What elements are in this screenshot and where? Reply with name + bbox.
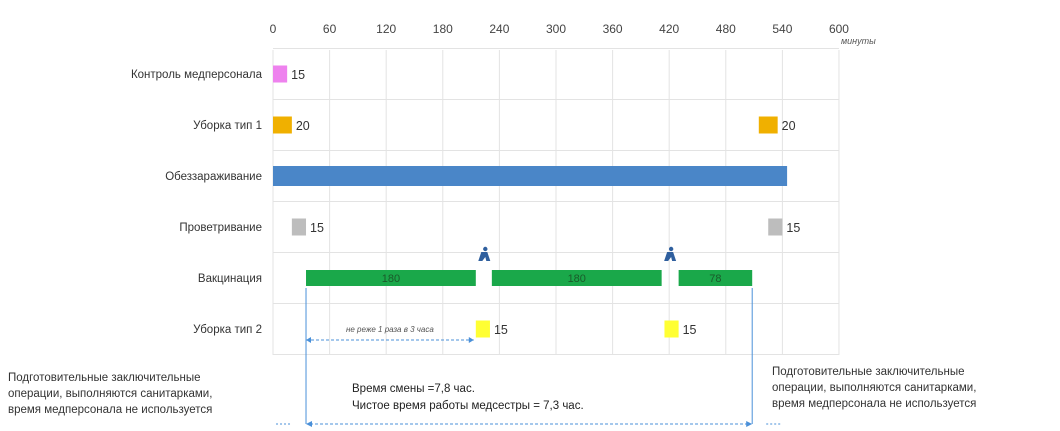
bar-label: 15 xyxy=(291,68,305,82)
x-tick-label: 60 xyxy=(323,22,337,36)
bar xyxy=(678,270,753,286)
row-label: Проветривание xyxy=(179,222,262,234)
net-work-time-text: Чистое время работы медсестры = 7,3 час. xyxy=(352,400,584,412)
bar xyxy=(306,270,476,286)
x-tick-label: 480 xyxy=(716,22,736,36)
x-tick-label: 300 xyxy=(546,22,566,36)
x-axis-unit: минуты xyxy=(841,36,876,46)
x-tick-label: 0 xyxy=(270,22,277,36)
bar-label: 180 xyxy=(382,273,400,285)
bar-label: 180 xyxy=(568,273,586,285)
shift-time-text: Время смены =7,8 час. xyxy=(352,383,475,395)
bar-label: 15 xyxy=(494,323,508,337)
center-note: Время смены =7,8 час. Чистое время работ… xyxy=(352,381,732,415)
right-note-line: время медперсонала не используется xyxy=(772,398,977,410)
bar xyxy=(273,65,288,83)
bar-label: 15 xyxy=(683,323,697,337)
bar xyxy=(273,166,788,186)
annotation-label: не реже 1 раза в 3 часа xyxy=(346,325,434,334)
arrow-head-left xyxy=(306,337,312,343)
arrow-head-right xyxy=(468,337,474,343)
person-icon xyxy=(478,246,491,261)
left-note-line: время медперсонала не используется xyxy=(8,404,213,416)
bar-label: 78 xyxy=(709,273,721,285)
bar xyxy=(475,320,490,338)
row-label: Уборка тип 1 xyxy=(193,120,262,132)
bar-label: 15 xyxy=(786,221,800,235)
bar xyxy=(758,116,778,134)
left-note: Подготовительные заключительные операции… xyxy=(8,370,293,418)
bar xyxy=(664,320,679,338)
x-tick-label: 600 xyxy=(829,22,849,36)
row-label: Обеззараживание xyxy=(165,171,262,183)
x-tick-label: 120 xyxy=(376,22,396,36)
bar xyxy=(291,218,307,236)
left-note-line: операции, выполняются санитарками, xyxy=(8,388,213,400)
bar-label: 15 xyxy=(310,221,324,235)
bar xyxy=(273,116,292,134)
bracket-head-left xyxy=(306,421,313,427)
bar-label: 20 xyxy=(782,119,796,133)
bar xyxy=(768,218,783,236)
x-tick-label: 540 xyxy=(772,22,792,36)
person-icon xyxy=(664,246,677,261)
row-label: Вакцинация xyxy=(198,273,262,285)
x-tick-label: 420 xyxy=(659,22,679,36)
row-label: Контроль медперсонала xyxy=(131,69,263,81)
x-tick-label: 360 xyxy=(603,22,623,36)
bar xyxy=(491,270,662,286)
right-note: Подготовительные заключительные операции… xyxy=(772,364,1058,412)
bracket-head-right xyxy=(746,421,753,427)
row-label: Уборка тип 2 xyxy=(193,324,262,336)
x-tick-label: 240 xyxy=(489,22,509,36)
x-tick-label: 180 xyxy=(433,22,453,36)
right-note-line: Подготовительные заключительные xyxy=(772,366,965,378)
right-note-line: операции, выполняются санитарками, xyxy=(772,382,977,394)
left-note-line: Подготовительные заключительные xyxy=(8,372,201,384)
bar-label: 20 xyxy=(296,119,310,133)
